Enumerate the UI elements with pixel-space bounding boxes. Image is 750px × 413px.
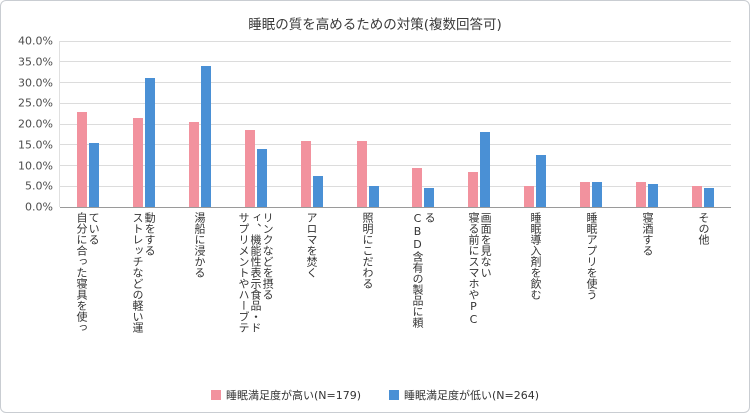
bar-satisfaction-low [424,188,435,207]
bar-satisfaction-low [536,155,547,207]
y-tick-label: 0.0% [25,200,53,214]
y-tick-label: 15.0% [18,138,53,152]
bar-satisfaction-high [524,186,535,207]
gridline [60,61,731,63]
chart-body: 0.0% 5.0% 10.0% 15.0% 20.0% 25.0% 30.0% 35.0% 40… [9,35,741,382]
gridline [60,102,731,104]
x-axis-label-text: 睡眠アプリを使う [585,212,599,300]
bar-group [60,41,116,207]
gridline [60,123,731,125]
x-axis-label-text: アロマを焚く [305,212,319,278]
y-tick-label: 35.0% [18,55,53,69]
bar-group [563,41,619,207]
bar-satisfaction-high [580,182,591,207]
bar-satisfaction-low [368,186,379,207]
x-axis-label-text: サプリメントやハーブティ、機能性表示食品・ドリンクなどを摂る [236,212,275,333]
bar-group [228,41,284,207]
bar-satisfaction-low [480,132,491,207]
bar-group [396,41,452,207]
legend-label-low: 睡眠満足度が低い(N=264) [404,389,540,402]
x-axis-label-text: ストレッチなどの軽い運動をする [131,212,157,333]
y-tick-label: 30.0% [18,76,53,89]
bar-satisfaction-high [188,121,199,207]
gridline [60,40,731,42]
bar-satisfaction-low [648,184,659,207]
bar-satisfaction-low [200,65,211,207]
x-axis-label: その他 [675,212,731,382]
bar-satisfaction-high [636,182,647,207]
bar-satisfaction-low [312,175,323,207]
x-axis-label: 睡眠導入剤を飲む [507,212,563,382]
x-axis-label-text: CBD含有の製品に頼る [411,212,437,328]
x-axis-label-text: その他 [697,212,711,245]
x-axis-label: 寝る前にスマホやPC画面を見ない [451,212,507,382]
y-tick-label: 10.0% [18,159,53,172]
legend: 睡眠満足度が高い(N=179) 睡眠満足度が低い(N=264) [9,382,741,408]
x-axis-label: CBD含有の製品に頼る [395,212,451,382]
legend-swatch-high [210,390,221,400]
x-axis-label: サプリメントやハーブティ、機能性表示食品・ドリンクなどを摂る [227,212,283,382]
x-axis-label-text: 寝る前にスマホやPC画面を見ない [467,212,493,326]
bar-satisfaction-high [132,117,143,207]
bar-group [675,41,731,207]
x-axis-label: ストレッチなどの軽い運動をする [115,212,171,382]
y-tick-label: 20.0% [18,117,53,131]
x-axis-label: アロマを焚く [283,212,339,382]
bar-satisfaction-high [76,111,87,207]
bar-group [340,41,396,207]
bar-satisfaction-low [592,182,603,207]
bar-group [172,41,228,207]
y-tick-label: 5.0% [25,179,53,193]
x-axis-label: 照明にこだわる [339,212,395,382]
bar-satisfaction-high [468,171,479,207]
bar-satisfaction-high [244,130,255,207]
gridline [60,144,731,146]
gridline [60,185,731,187]
bar-satisfaction-high [356,140,367,207]
bar-satisfaction-high [412,167,423,207]
bar-group [619,41,675,207]
legend-label-high: 睡眠満足度が高い(N=179) [225,389,361,402]
x-axis-label-text: 照明にこだわる [361,212,375,289]
legend-item-low: 睡眠満足度が低い(N=264) [389,387,539,403]
x-axis-label-text: 湯船に浸かる [193,212,207,278]
bar-group [116,41,172,207]
gridline [60,165,731,166]
bar-satisfaction-low [704,188,715,207]
bar-group [507,41,563,207]
legend-item-high: 睡眠満足度が高い(N=179) [210,387,361,403]
plot-area [59,40,731,208]
x-axis-labels: 自分に合った寝具を使っている ストレッチなどの軽い運動をする 湯船に浸かる サプリメン… [59,207,731,382]
x-axis-label: 湯船に浸かる [171,212,227,382]
x-axis-label-text: 自分に合った寝具を使っている [75,212,101,333]
y-tick-label: 25.0% [18,96,53,110]
bar-satisfaction-low [88,142,99,207]
x-axis-label-text: 寝酒する [641,212,655,256]
y-axis: 0.0% 5.0% 10.0% 15.0% 20.0% 25.0% 30.0% 35.0% 40… [9,35,59,214]
bar-satisfaction-high [692,186,703,207]
bar-group [451,41,507,207]
bar-satisfaction-low [144,78,155,207]
chart-title: 睡眠の質を高めるための対策(複数回答可) [248,17,502,33]
x-axis-label-text: 睡眠導入剤を飲む [529,212,543,300]
y-tick-label: 40.0% [18,34,53,48]
x-axis-label: 自分に合った寝具を使っている [59,212,115,382]
gridline [60,82,731,83]
bar-satisfaction-low [256,148,267,207]
plot-column: 自分に合った寝具を使っている ストレッチなどの軽い運動をする 湯船に浸かる サプリメン… [59,40,741,382]
x-axis-line [60,206,731,208]
x-axis-label: 寝酒する [619,212,675,382]
bar-groups [60,41,731,207]
legend-swatch-low [389,390,399,400]
bar-satisfaction-high [300,140,311,207]
bar-group [284,41,340,207]
x-axis-label: 睡眠アプリを使う [563,212,619,382]
